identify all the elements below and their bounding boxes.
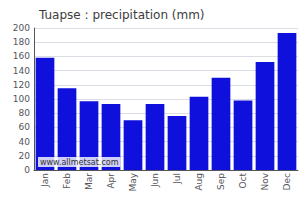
- svg-text:160: 160: [13, 51, 30, 61]
- svg-text:Mar: Mar: [84, 173, 94, 190]
- svg-text:100: 100: [13, 94, 30, 104]
- svg-text:Dec: Dec: [282, 173, 292, 190]
- svg-text:80: 80: [19, 108, 31, 118]
- svg-text:Jan: Jan: [40, 173, 50, 188]
- svg-text:60: 60: [19, 122, 31, 132]
- svg-text:Feb: Feb: [62, 173, 72, 189]
- svg-text:May: May: [128, 172, 138, 191]
- svg-text:Nov: Nov: [260, 172, 270, 190]
- svg-text:Oct: Oct: [238, 173, 248, 189]
- svg-text:0: 0: [24, 165, 30, 175]
- svg-text:20: 20: [19, 151, 31, 161]
- svg-text:Apr: Apr: [106, 173, 116, 189]
- svg-text:Jun: Jun: [150, 173, 160, 188]
- svg-text:180: 180: [13, 37, 30, 47]
- svg-text:Aug: Aug: [194, 173, 204, 191]
- svg-text:Tuapse : precipitation (mm): Tuapse : precipitation (mm): [38, 8, 205, 22]
- svg-text:www.allmetsat.com: www.allmetsat.com: [40, 158, 119, 167]
- svg-text:200: 200: [13, 23, 30, 33]
- svg-text:40: 40: [19, 137, 31, 147]
- svg-text:Jul: Jul: [172, 173, 182, 185]
- svg-text:120: 120: [13, 80, 30, 90]
- svg-text:Sep: Sep: [216, 173, 226, 190]
- svg-text:140: 140: [13, 66, 30, 76]
